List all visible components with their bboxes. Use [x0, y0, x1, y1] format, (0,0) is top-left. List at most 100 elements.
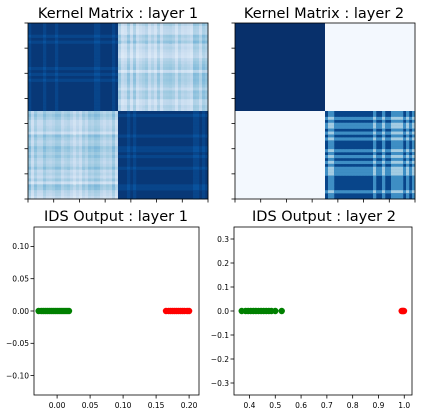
- heatmap-cell: [43, 84, 47, 88]
- heatmap-cell: [187, 49, 191, 53]
- heatmap-cell: [94, 31, 98, 35]
- heatmap-cell: [139, 37, 143, 41]
- heatmap-cell: [373, 181, 377, 185]
- heatmap-cell: [97, 140, 101, 144]
- heatmap-cell: [127, 119, 131, 123]
- heatmap-cell: [397, 172, 401, 176]
- heatmap-cell: [133, 31, 137, 35]
- heatmap-cell: [55, 69, 59, 74]
- heatmap-cell: [55, 37, 59, 41]
- heatmap-cell: [175, 55, 179, 59]
- heatmap-cell: [184, 105, 188, 109]
- heatmap-cell: [85, 190, 89, 194]
- heatmap-cell: [172, 102, 176, 106]
- heatmap-cell: [181, 105, 185, 109]
- heatmap-cell: [124, 58, 128, 62]
- heatmap-cell: [100, 155, 104, 159]
- heatmap-cell: [346, 131, 350, 135]
- heatmap-cell: [190, 28, 194, 33]
- heatmap-cell: [178, 93, 182, 97]
- x-tick-label: 0.5: [269, 401, 281, 410]
- heatmap-cell: [334, 166, 338, 170]
- heatmap-cell: [148, 184, 152, 188]
- heatmap-cell: [31, 34, 35, 38]
- heatmap-cell: [190, 40, 194, 44]
- heatmap-cell: [151, 52, 155, 56]
- heatmap-cell: [163, 28, 167, 33]
- heatmap-cell: [112, 134, 116, 138]
- heatmap-cell: [112, 172, 116, 176]
- heatmap-cell: [187, 102, 191, 106]
- heatmap-cell: [124, 69, 128, 74]
- heatmap-cell: [127, 58, 131, 62]
- heatmap-cell: [202, 40, 206, 44]
- heatmap-cell: [334, 160, 338, 165]
- heatmap-cell: [76, 157, 80, 162]
- heatmap-cell: [49, 137, 53, 141]
- heatmap-cell: [52, 34, 56, 38]
- heatmap-cell: [82, 111, 86, 115]
- heatmap-cell: [355, 172, 359, 176]
- heatmap-cell: [67, 184, 71, 188]
- heatmap-cell: [82, 140, 86, 144]
- heatmap-cell: [139, 84, 143, 88]
- heatmap-cell: [373, 140, 377, 144]
- heatmap-cell: [118, 49, 122, 53]
- heatmap-cell: [55, 108, 59, 112]
- heatmap-cell: [163, 52, 167, 56]
- heatmap-cell: [151, 64, 155, 68]
- heatmap-cell: [121, 55, 125, 59]
- heatmap-cell: [91, 134, 95, 138]
- heatmap-cell: [28, 113, 32, 118]
- heatmap-cell: [199, 40, 203, 44]
- heatmap-cell: [157, 49, 161, 53]
- heatmap-cell: [151, 25, 155, 30]
- heatmap-cell: [382, 149, 386, 153]
- heatmap-cell: [352, 172, 356, 176]
- heatmap-cell: [175, 105, 179, 109]
- heatmap-cell: [106, 181, 110, 185]
- heatmap-cell: [394, 193, 398, 197]
- heatmap-cell: [109, 172, 113, 176]
- heatmap-cell: [175, 25, 179, 30]
- heatmap-cell: [388, 125, 392, 129]
- heatmap-cell: [127, 55, 131, 59]
- heatmap-cell: [97, 134, 101, 138]
- heatmap-cell: [130, 69, 134, 74]
- heatmap-cell: [127, 193, 131, 197]
- heatmap-cell: [406, 169, 410, 173]
- heatmap-cell: [331, 163, 335, 167]
- heatmap-cell: [100, 181, 104, 185]
- heatmap-cell: [85, 34, 89, 38]
- heatmap-cell: [127, 169, 131, 173]
- heatmap-cell: [334, 122, 338, 126]
- heatmap-cell: [172, 134, 176, 138]
- kernel-matrix-layer-2-panel: Kernel Matrix : layer 2: [231, 6, 416, 203]
- heatmap-cell: [127, 140, 131, 144]
- heatmap-cell: [76, 78, 80, 82]
- heatmap-cell: [100, 72, 104, 77]
- heatmap-cell: [346, 155, 350, 159]
- heatmap-cell: [148, 25, 152, 30]
- heatmap-cell: [181, 72, 185, 77]
- heatmap-cell: [160, 69, 164, 74]
- heatmap-cell: [31, 134, 35, 138]
- heatmap-cell: [37, 72, 41, 77]
- heatmap-cell: [55, 78, 59, 82]
- heatmap-cell: [163, 155, 167, 159]
- heatmap-cell: [97, 34, 101, 38]
- heatmap-cell: [79, 181, 83, 185]
- heatmap-cell: [28, 169, 32, 173]
- heatmap-cell: [175, 69, 179, 74]
- heatmap-cell: [61, 178, 65, 182]
- heatmap-cell: [397, 116, 401, 121]
- heatmap-cell: [349, 122, 353, 126]
- heatmap-cell: [364, 116, 368, 121]
- heatmap-cell: [106, 134, 110, 138]
- heatmap-cell: [382, 146, 386, 150]
- heatmap-cell: [109, 78, 113, 82]
- heatmap-cell: [142, 43, 146, 47]
- heatmap-cell: [394, 157, 398, 162]
- heatmap-cell: [97, 143, 101, 147]
- heatmap-cell: [64, 178, 68, 182]
